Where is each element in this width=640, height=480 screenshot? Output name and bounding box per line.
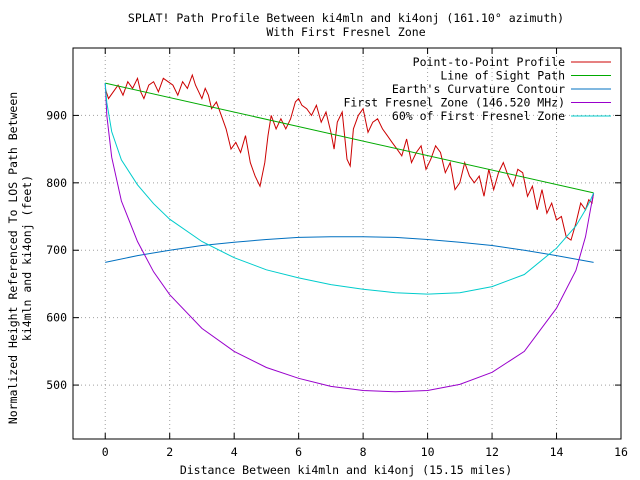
axis-ticks: 0 2 4 6 8 10 12 14 16 500 600 700 800 900 (46, 48, 628, 459)
x-tick-label: 16 (614, 445, 628, 459)
x-axis-label: Distance Between ki4mln and ki4onj (15.1… (180, 463, 512, 477)
series-line-first-fresnel-zone-146-520-mhz (104, 83, 595, 393)
legend-label-earth-s-curvature-contour: Earth's Curvature Contour (392, 82, 565, 96)
grid (73, 48, 621, 439)
y-axis-label-line-1: Normalized Height Referenced To LOS Path… (6, 92, 20, 424)
series-lines (104, 73, 595, 393)
x-tick-label: 14 (550, 445, 564, 459)
series-line-point-to-point-profile (104, 73, 595, 241)
chart-title: SPLAT! Path Profile Between ki4mln and k… (128, 11, 564, 25)
x-tick-label: 0 (102, 445, 109, 459)
x-tick-label: 6 (295, 445, 302, 459)
x-tick-label: 8 (360, 445, 367, 459)
series-line-line-of-sight-path (105, 82, 594, 194)
x-tick-label: 12 (485, 445, 499, 459)
x-tick-label: 2 (166, 445, 173, 459)
series-line-earth-s-curvature-contour (105, 236, 594, 263)
legend-label-60-of-first-fresnel-zone: 60% of First Fresnel Zone (392, 109, 565, 123)
y-tick-label: 900 (46, 108, 67, 122)
y-axis-label-line-2: ki4mln and ki4onj (feet) (20, 175, 34, 341)
chart-subtitle: With First Fresnel Zone (266, 25, 425, 39)
legend-label-first-fresnel-zone-146-520-mhz: First Fresnel Zone (146.520 MHz) (343, 96, 565, 110)
legend-label-line-of-sight-path: Line of Sight Path (440, 69, 565, 83)
series-line-60-of-first-fresnel-zone (104, 83, 595, 295)
y-tick-label: 500 (46, 378, 67, 392)
y-tick-label: 800 (46, 176, 67, 190)
legend-label-point-to-point-profile: Point-to-Point Profile (413, 55, 565, 69)
y-tick-label: 600 (46, 311, 67, 325)
x-tick-label: 10 (421, 445, 435, 459)
plot-frame (72, 47, 622, 440)
y-tick-label: 700 (46, 243, 67, 257)
x-tick-label: 4 (231, 445, 238, 459)
